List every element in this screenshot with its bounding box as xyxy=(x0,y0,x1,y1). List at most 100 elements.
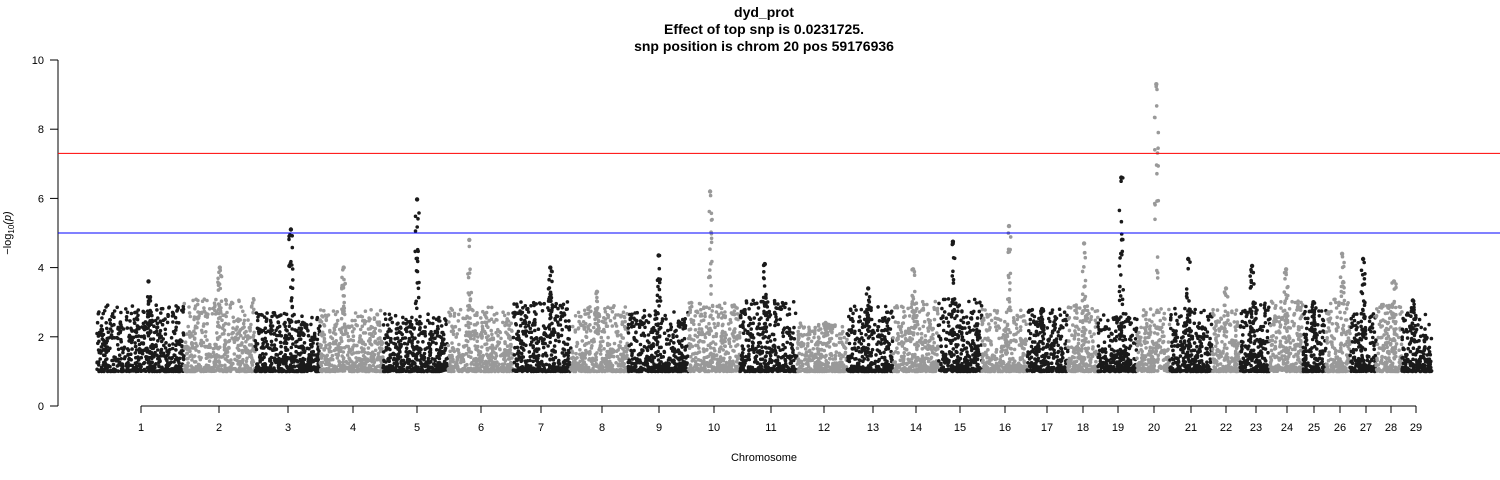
chromosome-12-top-point xyxy=(823,320,828,326)
x-tick-label: 12 xyxy=(818,422,830,434)
x-tick-label: 27 xyxy=(1360,422,1372,434)
chromosome-27-points xyxy=(1348,260,1378,374)
x-tick-label: 15 xyxy=(954,422,966,434)
chromosome-16-points xyxy=(980,231,1029,374)
chromosome-8-points xyxy=(569,291,630,374)
chromosome-14-points xyxy=(891,267,940,374)
chromosome-17-top-point xyxy=(1039,306,1045,312)
chromosome-15-top-point xyxy=(950,239,956,244)
chromosome-10-points xyxy=(686,193,742,374)
chromosome-17-points xyxy=(1025,307,1070,374)
y-tick-label: 10 xyxy=(32,55,44,67)
x-tick-label: 25 xyxy=(1308,422,1320,434)
chromosome-12-points xyxy=(795,321,849,374)
chromosome-6-top-point xyxy=(467,237,472,243)
x-tick-label: 7 xyxy=(538,422,544,434)
y-tick-label: 0 xyxy=(38,401,44,413)
y-tick-label: 6 xyxy=(38,193,44,205)
y-tick-label: 2 xyxy=(38,332,44,344)
chromosome-20-points xyxy=(1135,84,1172,374)
chart-title: dyd_prot xyxy=(734,4,794,20)
chromosome-24-points xyxy=(1268,270,1305,374)
chromosome-15-points xyxy=(936,241,984,374)
chromosome-29-points xyxy=(1400,299,1434,374)
x-tick-label: 18 xyxy=(1077,422,1089,434)
x-tick-label: 14 xyxy=(910,422,922,434)
x-tick-label: 29 xyxy=(1410,422,1422,434)
chromosome-11-top-point xyxy=(762,261,767,267)
y-axis-label: −log10(p) xyxy=(2,211,16,255)
chromosome-14-top-point xyxy=(910,267,916,272)
chromosome-9-top-point xyxy=(656,253,661,258)
x-tick-label: 28 xyxy=(1385,422,1397,434)
x-tick-label: 9 xyxy=(656,422,662,434)
chart-subtitle-effect: Effect of top snp is 0.0231725. xyxy=(664,21,864,37)
chromosome-7-top-point xyxy=(548,265,553,270)
chromosome-4-points xyxy=(318,267,385,374)
chromosome-6-points xyxy=(446,244,515,374)
chromosome-18-top-point xyxy=(1081,241,1087,246)
y-tick-label: 4 xyxy=(38,263,44,275)
chromosome-21-points xyxy=(1168,257,1214,374)
chromosome-13-top-point xyxy=(866,286,871,291)
x-tick-label: 4 xyxy=(350,422,356,434)
chromosome-5-points xyxy=(381,211,450,374)
x-tick-label: 19 xyxy=(1112,422,1124,434)
chromosome-8-top-point xyxy=(594,289,600,294)
chromosome-7-points xyxy=(511,269,573,374)
chromosome-13-points xyxy=(845,292,895,374)
x-tick-label: 8 xyxy=(599,422,605,434)
chromosome-3-top-point xyxy=(288,227,294,232)
x-tick-label: 23 xyxy=(1250,422,1262,434)
chromosome-18-points xyxy=(1066,250,1100,374)
x-tick-label: 5 xyxy=(414,422,420,434)
chromosome-23-top-point xyxy=(1249,263,1255,269)
x-tick-label: 10 xyxy=(708,422,720,434)
x-tick-label: 3 xyxy=(285,422,291,434)
y-tick-label: 8 xyxy=(38,124,44,136)
chromosome-24-top-point xyxy=(1283,267,1289,272)
x-tick-label: 13 xyxy=(867,422,879,434)
chromosome-26-top-point xyxy=(1339,251,1345,256)
x-tick-label: 26 xyxy=(1334,422,1346,434)
chromosome-23-points xyxy=(1238,267,1272,374)
chromosome-1-top-point xyxy=(146,279,151,284)
chromosome-19-top-point xyxy=(1119,175,1124,180)
chromosome-28-top-point xyxy=(1391,279,1397,284)
x-tick-label: 1 xyxy=(138,422,144,434)
chromosome-26-points xyxy=(1324,254,1352,374)
chromosome-25-top-point xyxy=(1311,300,1316,305)
x-tick-label: 22 xyxy=(1220,422,1232,434)
chart-subtitle-position: snp position is chrom 20 pos 59176936 xyxy=(634,38,894,54)
chromosome-27-top-point xyxy=(1360,256,1366,262)
chromosome-2-top-point xyxy=(217,265,222,270)
chromosome-2-points xyxy=(182,268,257,374)
chromosome-22-points xyxy=(1210,290,1242,374)
chromosome-28-points xyxy=(1374,281,1404,374)
chromosome-9-points xyxy=(626,253,690,374)
x-tick-label: 17 xyxy=(1041,422,1053,434)
chromosome-10-top-point xyxy=(707,189,713,194)
chromosome-29-top-point xyxy=(1410,298,1416,303)
chromosome-5-top-point xyxy=(414,197,420,202)
x-tick-label: 2 xyxy=(216,422,222,434)
chromosome-4-top-point xyxy=(341,265,346,270)
chromosome-16-top-point xyxy=(1006,223,1012,229)
x-tick-label: 11 xyxy=(765,422,776,434)
chromosome-20-top-point xyxy=(1154,82,1159,87)
chromosome-21-top-point xyxy=(1186,256,1191,262)
chromosome-11-points xyxy=(738,263,799,374)
x-tick-label: 24 xyxy=(1281,422,1293,434)
data-points xyxy=(95,82,1434,374)
chromosome-3-points xyxy=(253,233,322,374)
x-axis-label: Chromosome xyxy=(731,452,797,464)
x-tick-label: 20 xyxy=(1148,422,1160,434)
chromosome-19-points xyxy=(1096,176,1139,374)
x-tick-label: 21 xyxy=(1185,422,1197,434)
chromosome-1-points xyxy=(95,294,186,374)
x-tick-label: 16 xyxy=(999,422,1011,434)
chromosome-22-top-point xyxy=(1223,286,1229,291)
chromosome-25-points xyxy=(1301,301,1328,374)
x-tick-label: 6 xyxy=(478,422,484,434)
